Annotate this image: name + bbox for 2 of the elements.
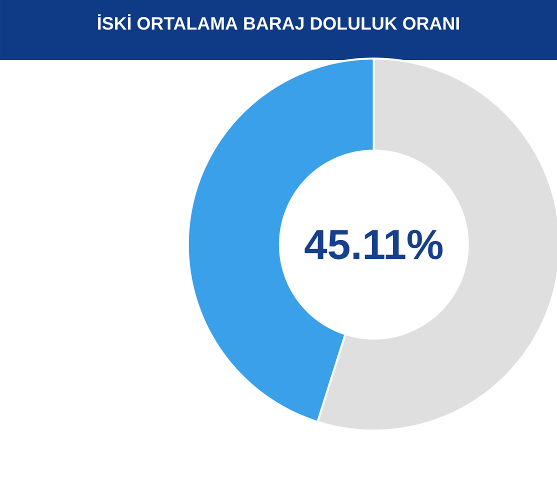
chart-title: İSKİ ORTALAMA BARAJ DOLULUK ORANI [98,14,459,30]
data-label: 45.11% [304,230,443,260]
